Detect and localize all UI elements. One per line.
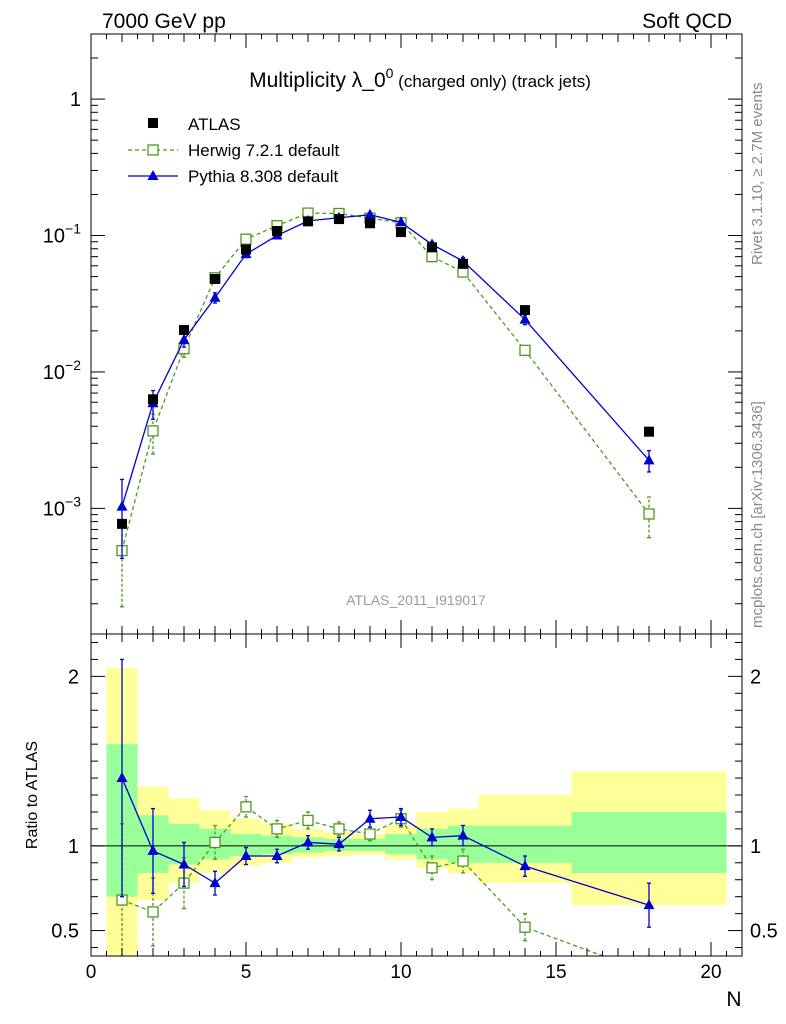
pythia-point xyxy=(240,850,252,861)
atlas-point xyxy=(458,258,468,269)
pythia-point xyxy=(643,454,655,465)
ratio-y-tick-label-right: 1 xyxy=(750,836,761,858)
ratio-y-tick-label: 0.5 xyxy=(51,921,79,943)
herwig-point xyxy=(643,508,655,520)
herwig-point xyxy=(302,814,314,827)
atlas-point xyxy=(334,214,344,225)
mcplots-label: mcplots.cern.ch [arXiv:1306.3436] xyxy=(749,401,766,628)
pythia-point xyxy=(302,836,314,847)
pythia-point xyxy=(364,812,376,823)
y-tick-label: 10−3 xyxy=(43,493,81,520)
ratio-band-inner xyxy=(230,833,262,857)
ratio-series xyxy=(116,658,655,956)
pythia-point xyxy=(519,860,531,871)
pythia-point xyxy=(395,811,407,822)
herwig-point xyxy=(519,921,531,933)
ratio-y-tick-label-right: 0.5 xyxy=(750,921,778,943)
herwig-point xyxy=(519,344,531,356)
ratio-y-tick-label: 1 xyxy=(68,836,79,858)
x-axis-label: N xyxy=(726,988,741,1011)
chart-title-suffix: (charged only) (track jets) xyxy=(393,72,590,91)
chart-title: Multiplicity λ_00 (charged only) (track … xyxy=(249,65,591,92)
header-left: 7000 GeV pp xyxy=(102,10,226,33)
ratio-axes: 0 5 10 15 20 0.5 0.5 1 1 2 2 xyxy=(51,634,778,983)
ratio-y-tick-label-right: 2 xyxy=(750,666,761,688)
legend-pythia-label: Pythia 8.308 default xyxy=(188,167,339,186)
pythia-point xyxy=(209,291,221,302)
pythia-point xyxy=(116,772,128,783)
herwig-point xyxy=(426,862,438,874)
x-tick-label: 15 xyxy=(545,962,566,983)
herwig-point xyxy=(240,233,252,245)
rivet-version-label: Rivet 3.1.10, ≥ 2.7M events xyxy=(749,83,766,266)
legend-atlas-marker xyxy=(148,118,158,128)
chart-title-main: Multiplicity λ_0 xyxy=(249,69,386,92)
pythia-point xyxy=(333,838,345,849)
ratio-panel xyxy=(116,658,655,956)
atlas-point xyxy=(179,324,189,335)
atlas-point xyxy=(396,227,406,238)
herwig-point xyxy=(147,425,159,437)
series-line xyxy=(121,777,650,906)
pythia-point xyxy=(178,333,190,344)
pythia-point xyxy=(209,877,221,888)
legend: ATLAS Herwig 7.2.1 default Pythia 8.308 … xyxy=(128,115,339,186)
legend-herwig-label: Herwig 7.2.1 default xyxy=(188,141,339,160)
atlas-point xyxy=(148,394,158,405)
atlas-point xyxy=(241,244,251,255)
y-tick-label: 1 xyxy=(70,89,81,111)
ratio-band-inner xyxy=(261,835,293,855)
chart-title-sup: 0 xyxy=(386,65,394,81)
pythia-point xyxy=(426,831,438,842)
x-tick-label: 20 xyxy=(700,962,721,983)
legend-pythia-marker xyxy=(147,170,159,180)
ratio-band-inner xyxy=(571,811,727,873)
herwig-point xyxy=(147,906,159,918)
ratio-y-tick-label: 2 xyxy=(68,666,79,688)
x-tick-label: 0 xyxy=(86,962,97,983)
analysis-watermark: ATLAS_2011_I919017 xyxy=(346,592,486,608)
atlas-point xyxy=(303,216,313,227)
series-line xyxy=(121,212,650,551)
main-panel xyxy=(116,207,655,608)
ratio-ylabel: Ratio to ATLAS xyxy=(24,741,41,849)
ratio-band-inner xyxy=(354,839,386,851)
pythia-point xyxy=(178,858,190,869)
herwig-point xyxy=(209,836,221,849)
y-tick-label: 10−1 xyxy=(43,221,81,248)
atlas-point xyxy=(365,218,375,229)
pythia-point xyxy=(364,208,376,219)
pythia-point xyxy=(643,899,655,910)
legend-atlas-label: ATLAS xyxy=(188,115,241,134)
x-tick-label: 5 xyxy=(241,962,252,983)
pythia-point xyxy=(519,313,531,324)
atlas-point xyxy=(272,225,282,236)
pythia-point xyxy=(271,850,283,861)
pythia-point xyxy=(457,829,469,840)
atlas-point xyxy=(210,274,220,285)
pythia-point xyxy=(395,216,407,227)
herwig-point xyxy=(457,855,469,867)
ratio-band-inner xyxy=(385,833,417,855)
atlas-point xyxy=(117,518,127,529)
herwig-point xyxy=(364,828,376,840)
series-line xyxy=(121,214,650,507)
atlas-point xyxy=(644,426,654,437)
legend-herwig-marker xyxy=(147,144,159,156)
ratio-uncertainty-bands xyxy=(91,667,742,956)
herwig-point xyxy=(240,801,252,813)
series-line xyxy=(121,805,605,956)
y-tick-label: 10−2 xyxy=(43,357,81,384)
herwig-point xyxy=(271,823,283,835)
atlas-point xyxy=(520,305,530,316)
pythia-point xyxy=(147,844,159,855)
pythia-point xyxy=(116,500,128,511)
atlas-point xyxy=(427,242,437,253)
header-right: Soft QCD xyxy=(642,10,732,33)
main-axes: 10−3 10−2 10−1 1 xyxy=(43,33,743,634)
herwig-point xyxy=(333,823,345,835)
x-tick-label: 10 xyxy=(390,962,411,983)
herwig-point xyxy=(426,251,438,263)
